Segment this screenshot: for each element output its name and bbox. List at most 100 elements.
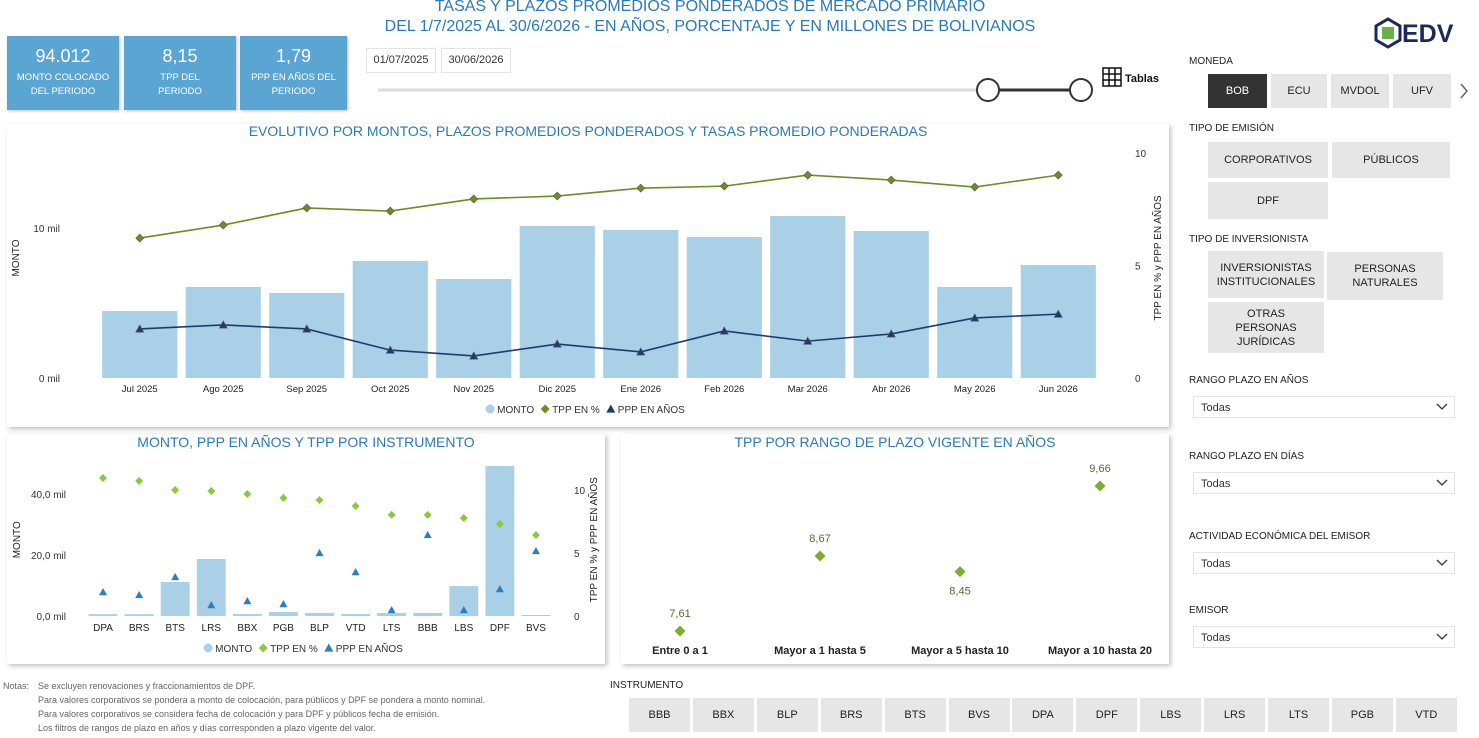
filter-button[interactable]: BVS: [948, 698, 1010, 732]
filter-button[interactable]: OTRAS PERSONAS JURÍDICAS: [1208, 302, 1324, 353]
filter-button[interactable]: BTS: [884, 698, 946, 732]
x-tick-label: PGB: [273, 623, 294, 634]
filter-button[interactable]: LRS: [1204, 698, 1266, 732]
x-tick-label: BRS: [129, 623, 150, 634]
filter-button[interactable]: PÚBLICOS: [1332, 142, 1450, 178]
line: [139, 313, 1059, 357]
y-tick-label: 0 mil: [39, 374, 60, 385]
y2-tick-label: 0: [574, 612, 580, 623]
filter-button[interactable]: DPF: [1208, 182, 1328, 219]
date-end[interactable]: 30/06/2026: [441, 48, 511, 73]
marker: [814, 550, 826, 562]
dropdown[interactable]: Todas: [1193, 396, 1455, 418]
filter-button[interactable]: PGB: [1331, 698, 1393, 732]
x-tick-label: LBS: [454, 623, 473, 634]
marker: [495, 519, 504, 528]
filter-button[interactable]: INVERSIONISTAS INSTITUCIONALES: [1208, 251, 1324, 298]
filter-button[interactable]: DPA: [1012, 698, 1074, 732]
marker: [135, 590, 144, 599]
x-tick-label: Mayor a 10 hasta 20: [1048, 645, 1152, 657]
y-axis-label: MONTO: [11, 239, 22, 276]
legend-label: TPP EN %: [270, 644, 318, 655]
marker: [552, 339, 562, 348]
x-tick-label: LTS: [383, 623, 401, 634]
dropdown-arrow: [1436, 633, 1448, 640]
kpi-value: 1,79: [275, 46, 312, 66]
y2-tick-label: 10: [1135, 149, 1147, 160]
marker: [302, 203, 312, 213]
dropdown-value: Todas: [1201, 478, 1231, 490]
bar: [436, 279, 512, 378]
dropdown[interactable]: Todas: [1193, 626, 1455, 648]
filter-label: MONEDA: [1189, 56, 1233, 67]
legend-marker: [258, 643, 268, 653]
marker: [636, 347, 646, 356]
chart-title: EVOLUTIVO POR MONTOS, PLAZOS PROMEDIOS P…: [249, 123, 928, 139]
filter-button[interactable]: BBX: [692, 698, 754, 732]
marker: [552, 191, 562, 201]
x-tick-label: BLP: [310, 623, 329, 634]
marker: [243, 597, 252, 605]
data-label: 8,67: [809, 533, 830, 545]
x-tick-label: BBB: [418, 623, 438, 634]
title: DEL 1/7/2025 AL 30/6/2026 - EN AÑOS, POR…: [384, 18, 1036, 35]
notes-label: Notas:: [3, 681, 30, 691]
marker: [387, 605, 396, 614]
kpi-card: 94.012 MONTO COLOCADO DEL PERIODO: [7, 36, 119, 110]
legend-label: PPP EN AÑOS: [336, 642, 403, 655]
bar: [305, 612, 334, 616]
dropdown[interactable]: Todas: [1193, 472, 1455, 494]
bar: [770, 216, 846, 378]
marker: [135, 477, 144, 486]
filter-button[interactable]: CORPORATIVOS: [1208, 142, 1328, 178]
legend-label: TPP EN %: [552, 405, 600, 416]
marker: [99, 588, 108, 596]
x-tick-label: BVS: [526, 623, 546, 634]
note: Los filtros de rangos de plazo en años y…: [38, 723, 376, 733]
marker: [351, 568, 360, 576]
chevron[interactable]: [1460, 83, 1468, 99]
bar: [160, 581, 190, 616]
filter-button[interactable]: LBS: [1140, 698, 1202, 732]
marker: [886, 329, 896, 338]
dropdown[interactable]: Todas: [1193, 552, 1455, 574]
filter-button[interactable]: DPF: [1076, 698, 1138, 732]
filter-button[interactable]: ECU: [1271, 74, 1327, 108]
x-tick-label: Ene 2026: [620, 384, 661, 395]
x-tick-label: DPA: [93, 623, 113, 634]
marker: [218, 320, 228, 329]
bar: [377, 612, 407, 616]
filter-button[interactable]: UFV: [1393, 74, 1451, 108]
slider-handle[interactable]: [1069, 78, 1093, 102]
bar: [413, 612, 443, 616]
filter-button[interactable]: MVDOL: [1331, 74, 1389, 108]
filter-button[interactable]: BRS: [820, 698, 882, 732]
filter-button[interactable]: BBB: [629, 698, 690, 732]
marker: [385, 206, 395, 216]
data-label: 9,66: [1089, 463, 1110, 475]
y-tick-label: 20,0 mil: [31, 551, 66, 562]
marker: [719, 181, 729, 191]
x-tick-label: Mar 2026: [788, 384, 828, 395]
filter-label: RANGO PLAZO EN DÍAS: [1189, 451, 1305, 462]
filter-button[interactable]: VTD: [1395, 698, 1457, 732]
x-tick-label: Dic 2025: [539, 384, 577, 395]
tables-icon[interactable]: [1102, 67, 1122, 87]
x-tick-label: Mayor a 5 hasta 10: [911, 645, 1009, 657]
marker: [719, 326, 729, 335]
legend-marker: [485, 404, 495, 414]
line: [139, 174, 1059, 239]
date-start[interactable]: 01/07/2025: [366, 48, 436, 73]
marker: [531, 546, 540, 555]
legend: MONTO TPP EN % PPP EN AÑOS: [485, 403, 685, 416]
filter-button[interactable]: PERSONAS NATURALES: [1327, 252, 1443, 300]
marker: [886, 175, 896, 185]
marker: [469, 351, 479, 360]
x-tick-label: Jun 2026: [1039, 384, 1078, 395]
slider-handle[interactable]: [976, 78, 1000, 102]
tables-label[interactable]: Tablas: [1125, 73, 1159, 85]
filter-button[interactable]: BOB: [1208, 74, 1267, 108]
filter-button[interactable]: BLP: [756, 698, 818, 732]
filter-button[interactable]: LTS: [1268, 698, 1329, 732]
